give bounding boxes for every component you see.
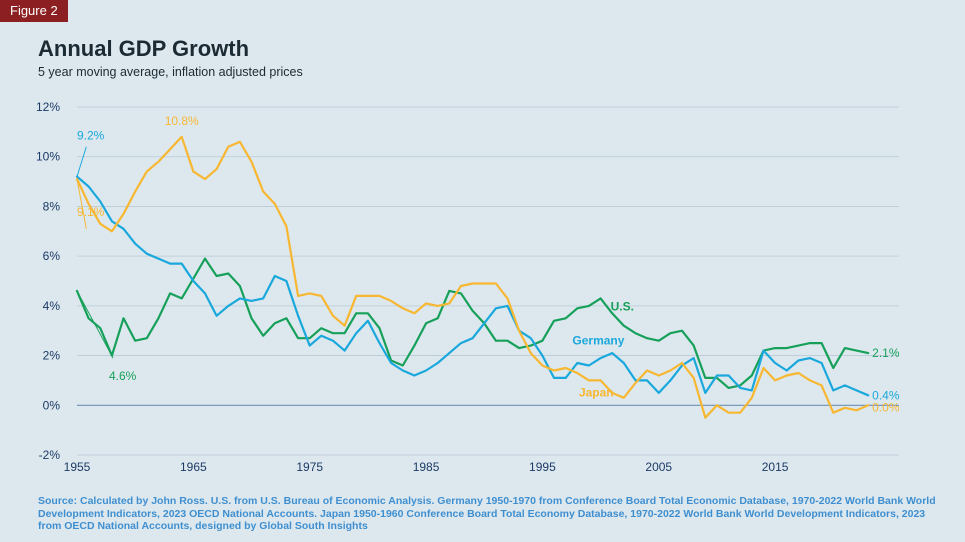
annotation-japan: Japan (579, 385, 614, 399)
annotation-japan: 10.8% (165, 114, 199, 128)
data-labels: 9.2% 9.1% 10.8% 4.6% 2.1% 0.4%0.0% U.S. Germany… (77, 114, 900, 414)
x-tick-label: 1955 (64, 460, 91, 474)
annotation-germany: Germany (572, 334, 624, 348)
x-tick-label: 1975 (296, 460, 323, 474)
figure-badge: Figure 2 (0, 0, 68, 22)
y-tick-label: 4% (43, 299, 61, 313)
series-line-japan (75, 135, 870, 419)
annotation-japan: 0.0% (872, 400, 900, 414)
x-tick-label: 1995 (529, 460, 556, 474)
y-tick-label: 2% (43, 349, 61, 363)
series-lines (75, 135, 870, 419)
annotation-us: 4.6% (109, 369, 137, 383)
y-tick-label: 12% (36, 100, 60, 114)
series-line-us (75, 257, 870, 389)
annotation-us: 2.1% (872, 346, 900, 360)
leader-line-germany (76, 146, 87, 177)
x-tick-label: 2005 (645, 460, 672, 474)
y-tick-label: 0% (43, 398, 61, 412)
annotation-germany: 9.2% (77, 129, 105, 143)
x-tick-label: 1965 (180, 460, 207, 474)
y-tick-label: 8% (43, 199, 61, 213)
annotation-leader-lines (76, 146, 114, 359)
series-line-germany (75, 175, 870, 397)
annotation-japan: 9.1% (77, 205, 105, 219)
leader-line-japan (76, 178, 87, 229)
x-tick-label: 1985 (413, 460, 440, 474)
chart-title: Annual GDP Growth (38, 36, 250, 61)
chart-subtitle: 5 year moving average, inflation adjuste… (38, 65, 303, 79)
x-axis-ticks: 1955 1965 1975 1985 1995 2005 2015 (64, 460, 789, 474)
annotation-us: U.S. (611, 299, 634, 313)
annotation-germany: 0.4% (872, 388, 900, 402)
y-tick-label: 6% (43, 249, 61, 263)
y-tick-label: -2% (39, 448, 61, 462)
grid-lines (77, 106, 899, 456)
x-tick-label: 2015 (762, 460, 789, 474)
source-note: Source: Calculated by John Ross. U.S. fr… (38, 495, 936, 532)
y-axis-ticks: -2% 0% 2% 4% 6% 8% 10% 12% (36, 100, 60, 462)
y-tick-label: 10% (36, 150, 60, 164)
